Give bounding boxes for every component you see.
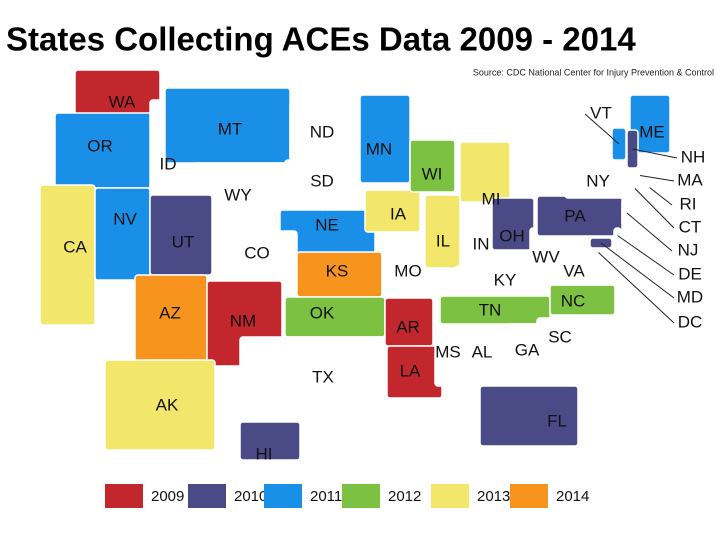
state-shape [454, 265, 536, 295]
state-label: CA [63, 237, 87, 256]
state-label: LA [400, 361, 421, 380]
state-label: DC [678, 312, 703, 331]
state-label: UT [172, 232, 195, 251]
state-shape [104, 359, 216, 451]
legend-label: 2009 [151, 488, 184, 505]
legend: 2009 2010 2011 2012 2013 2014 [105, 484, 589, 508]
state-shape [409, 139, 456, 193]
state-shape [364, 189, 421, 233]
state-label: OR [87, 136, 113, 155]
state-label: PA [564, 206, 586, 225]
state-label: MI [482, 189, 501, 208]
state-label: RI [680, 194, 697, 213]
legend-label: 2014 [556, 488, 589, 505]
legend-swatch [510, 484, 548, 508]
state-shape [359, 94, 411, 184]
state-label: WY [224, 185, 251, 204]
state-label: MA [677, 170, 703, 189]
state-label: AZ [159, 303, 181, 322]
state-shape [459, 141, 511, 203]
state-label: NJ [678, 240, 699, 259]
state-shape [239, 421, 301, 461]
state-label: AR [396, 317, 420, 336]
state-label: OK [310, 303, 335, 322]
state-label: VA [563, 261, 585, 280]
state-label: NC [561, 291, 586, 310]
leader-line [626, 212, 673, 252]
state-label: NV [113, 209, 137, 228]
state-label: ME [639, 122, 665, 141]
state-label: DE [678, 264, 702, 283]
leader-line [598, 252, 675, 324]
legend-swatch [431, 484, 469, 508]
state-label: NE [315, 215, 339, 234]
state-label: SD [310, 171, 334, 190]
leader-line [634, 188, 675, 229]
state-labels: WA OR CA NV ID MT WY ND SD NE CO UT AZ NM KS OK TX MN IA MO… [63, 92, 705, 463]
state-shape [536, 317, 583, 351]
legend-swatch [264, 484, 302, 508]
state-label: WA [109, 92, 136, 111]
state-label: MN [366, 139, 392, 158]
state-label: MD [677, 287, 703, 306]
leader-line [584, 113, 620, 145]
legend-swatch [342, 484, 380, 508]
state-shape [491, 197, 535, 251]
state-label: WV [532, 247, 560, 266]
legend-swatch [105, 484, 143, 508]
title: States Collecting ACEs Data 2009 - 2014 [6, 21, 636, 58]
leader-line [649, 187, 673, 206]
state-label: OH [499, 226, 525, 245]
state-label: FL [547, 411, 567, 430]
state-label: WI [422, 164, 443, 183]
state-label: AK [156, 395, 179, 414]
state-label: CO [244, 243, 270, 262]
state-label: SC [548, 327, 572, 346]
state-shape [94, 187, 151, 281]
state-label: TN [479, 300, 502, 319]
legend-label: 2011 [310, 488, 342, 505]
state-label: IA [390, 204, 407, 223]
state-label: MT [218, 119, 243, 138]
state-label: HI [256, 444, 273, 463]
state-shape [469, 325, 504, 385]
leader-line [639, 175, 675, 182]
state-shape [424, 194, 461, 269]
state-shape [479, 385, 579, 447]
state-shape [461, 204, 491, 266]
state-shape [284, 296, 386, 338]
state-label: KS [326, 261, 349, 280]
state-label: MO [394, 261, 421, 280]
state-shape [434, 325, 469, 387]
state-shape [551, 251, 613, 286]
leader-line [600, 242, 675, 299]
leader-line [632, 148, 678, 159]
state-label: NM [230, 311, 256, 330]
state-label: MS [435, 342, 461, 361]
state-label: AL [472, 342, 493, 361]
leader-line [617, 235, 675, 276]
state-label: NY [586, 171, 610, 190]
state-label: ND [310, 122, 335, 141]
legend-label: 2013 [477, 488, 510, 505]
state-label: TX [312, 367, 334, 386]
legend-label: 2012 [388, 488, 421, 505]
state-label: VT [590, 103, 612, 122]
legend-label: 2010 [234, 488, 267, 505]
state-label: KY [494, 270, 517, 289]
legend-swatch [188, 484, 226, 508]
state-label: GA [515, 340, 540, 359]
state-label: CT [679, 217, 702, 236]
state-label: ID [160, 154, 177, 173]
state-label: IL [436, 231, 450, 250]
state-label: NH [681, 147, 706, 166]
state-label: IN [473, 234, 490, 253]
source: Source: CDC National Center for Injury P… [473, 67, 714, 77]
